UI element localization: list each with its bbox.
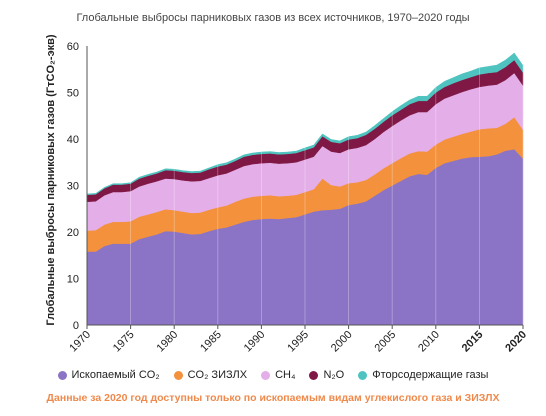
x-tick-label: 1975 — [111, 329, 137, 355]
legend-label: N₂O — [323, 369, 345, 381]
x-tick-label: 2020 — [503, 329, 529, 355]
x-tick-label: 2015 — [460, 329, 486, 355]
legend-item-4: N₂O — [309, 369, 344, 381]
stacked-areas — [86, 52, 524, 326]
x-tick-label: 1990 — [242, 329, 268, 355]
legend-swatch — [57, 370, 67, 380]
x-tick-label: 1970 — [67, 329, 93, 355]
legend: Ископаемый CO₂ CO₂ ЗИЗЛХ CH₄ N₂O Фторсодержа… — [0, 369, 546, 381]
x-tick-labels: 1970 1975 1980 1985 1990 1995 2000 2005 2010 2015… — [67, 325, 529, 354]
x-tick-label: 2010 — [416, 329, 442, 355]
x-tick-label: 2005 — [373, 329, 399, 355]
y-tick-label: 60 — [67, 41, 79, 53]
y-tick-label: 20 — [67, 227, 79, 239]
y-axis-label: Глобальные выбросы парниковых газов (ГтC… — [45, 34, 57, 325]
x-tick-label: 1995 — [285, 329, 311, 355]
y-tick-label: 10 — [67, 274, 79, 286]
legend-item-1: Ископаемый CO₂ — [57, 369, 160, 381]
legend-label: Фторсодержащие газы — [372, 369, 489, 381]
y-tick-label: 50 — [67, 88, 79, 100]
legend-item-3: CH₄ — [261, 369, 295, 381]
legend-swatch — [309, 370, 319, 380]
area-series-5 — [86, 52, 524, 196]
footnote: Данные за 2020 год доступны только по ис… — [46, 392, 500, 404]
legend-label: CH₄ — [275, 369, 296, 381]
chart-title: Глобальные выбросы парниковых газов из в… — [76, 12, 470, 24]
legend-swatch — [173, 370, 183, 380]
x-tick-label: 1985 — [198, 329, 224, 355]
x-tick-label: 1980 — [155, 329, 181, 355]
y-tick-label: 30 — [67, 181, 79, 193]
y-tick-labels: 0 10 20 30 40 50 60 — [67, 41, 79, 332]
y-tick-label: 0 — [73, 320, 79, 332]
grid-lines — [130, 46, 524, 325]
legend-swatch — [358, 370, 368, 380]
legend-item-5: Фторсодержащие газы — [358, 369, 488, 381]
x-tick-label: 2000 — [329, 329, 355, 355]
legend-label: Ископаемый CO₂ — [71, 369, 160, 381]
legend-swatch — [261, 370, 271, 380]
legend-label: CO₂ ЗИЗЛХ — [187, 369, 248, 381]
legend-item-2: CO₂ ЗИЗЛХ — [173, 369, 248, 381]
y-tick-label: 40 — [67, 134, 79, 146]
